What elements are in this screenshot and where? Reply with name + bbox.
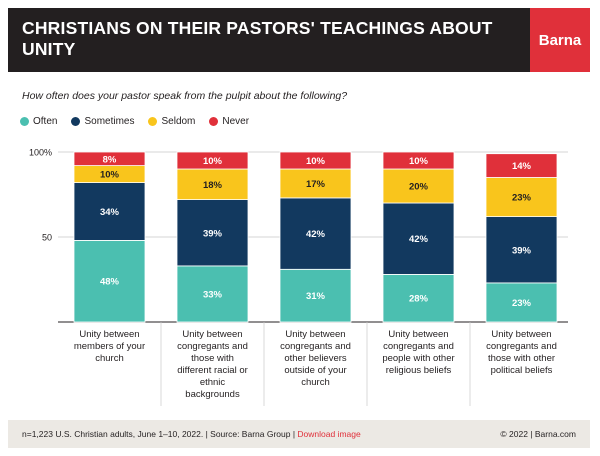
x-tick-label: different racial or [177,365,248,376]
x-tick-label: other believers [284,353,347,364]
legend-item-never: Never [209,116,249,127]
x-tick-label: people with other [382,353,454,364]
x-tick-label: ethnic [200,377,226,388]
data-label: 34% [100,207,120,218]
x-tick-label: members of your [74,341,145,352]
x-tick-label: those with [191,353,234,364]
legend-swatch-seldom [148,117,158,126]
data-label: 28% [409,294,429,305]
bar-segment-sometimes [382,202,455,275]
data-label: 17% [306,179,326,190]
legend-swatch-often [20,117,29,126]
data-label: 10% [203,156,223,167]
data-label: 23% [512,298,532,309]
legend-item-often: Often [20,116,57,127]
source-note: n=1,223 U.S. Christian adults, June 1–10… [22,429,296,439]
x-tick-label: congregants and [383,341,454,352]
x-tick-label: Unity between [388,329,448,340]
x-tick-label: those with other [488,353,555,364]
legend-label: Often [33,116,58,127]
bar-segment-sometimes [485,216,558,284]
y-tick-label: 100% [29,148,52,158]
data-label: 33% [203,289,223,300]
data-label: 8% [103,154,117,165]
header-bar: CHRISTIANS ON THEIR PASTORS' TEACHINGS A… [8,8,590,72]
x-tick-label: church [301,377,330,388]
download-link[interactable]: Download image [297,429,361,439]
bar-segment-never [279,151,352,170]
data-label: 18% [203,180,223,191]
x-tick-label: political beliefs [491,365,553,376]
legend-label: Seldom [161,116,196,127]
data-label: 42% [409,234,429,245]
bar-segment-often [485,282,558,323]
data-label: 39% [203,228,223,239]
bar-segment-seldom [485,177,558,217]
data-label: 14% [512,161,532,172]
x-tick-label: church [95,353,124,364]
x-tick-label: Unity between [285,329,345,340]
y-tick-label: 50 [42,233,52,243]
footer-copyright: © 2022 | Barna.com [500,429,576,439]
bar-segment-often [73,240,146,323]
data-label: 10% [100,170,120,181]
data-label: 10% [306,156,326,167]
bar-segment-seldom [279,168,352,199]
legend: Often Sometimes Seldom Never [20,116,263,127]
x-tick-label: outside of your [284,365,346,376]
data-label: 10% [409,156,429,167]
bar-segment-never [73,151,146,166]
x-tick-label: congregants and [280,341,351,352]
data-label: 23% [512,193,532,204]
bar-segment-sometimes [279,197,352,270]
bar-segment-often [176,265,249,323]
legend-item-seldom: Seldom [148,116,195,127]
chart-card: CHRISTIANS ON THEIR PASTORS' TEACHINGS A… [8,8,590,448]
x-tick-label: Unity between [182,329,242,340]
x-tick-label: backgrounds [185,389,240,400]
x-tick-label: congregants and [177,341,248,352]
barna-logo[interactable]: Barna [530,8,590,72]
data-label: 48% [100,277,120,288]
bar-segment-seldom [382,168,455,204]
bar-segment-never [485,153,558,178]
bar-segment-sometimes [176,199,249,267]
data-label: 20% [409,182,429,193]
x-tick-label: Unity between [491,329,551,340]
data-label: 39% [512,245,532,256]
legend-swatch-sometimes [71,117,81,126]
legend-label: Sometimes [84,116,135,127]
bar-segment-often [382,273,455,323]
data-label: 42% [306,229,326,240]
footer: n=1,223 U.S. Christian adults, June 1–10… [8,420,590,448]
bar-segment-seldom [176,168,249,201]
bar-segment-often [279,268,352,323]
footer-source: n=1,223 U.S. Christian adults, June 1–10… [22,429,361,439]
data-label: 31% [306,291,326,302]
bar-segment-never [382,151,455,170]
legend-item-sometimes: Sometimes [71,116,134,127]
x-tick-label: congregants and [486,341,557,352]
x-tick-label: Unity between [79,329,139,340]
bar-segment-never [176,151,249,170]
legend-label: Never [222,116,250,127]
chart-subtitle: How often does your pastor speak from th… [22,90,348,102]
legend-swatch-never [209,117,219,126]
chart-title: CHRISTIANS ON THEIR PASTORS' TEACHINGS A… [22,18,493,59]
x-tick-label: religious beliefs [386,365,452,376]
